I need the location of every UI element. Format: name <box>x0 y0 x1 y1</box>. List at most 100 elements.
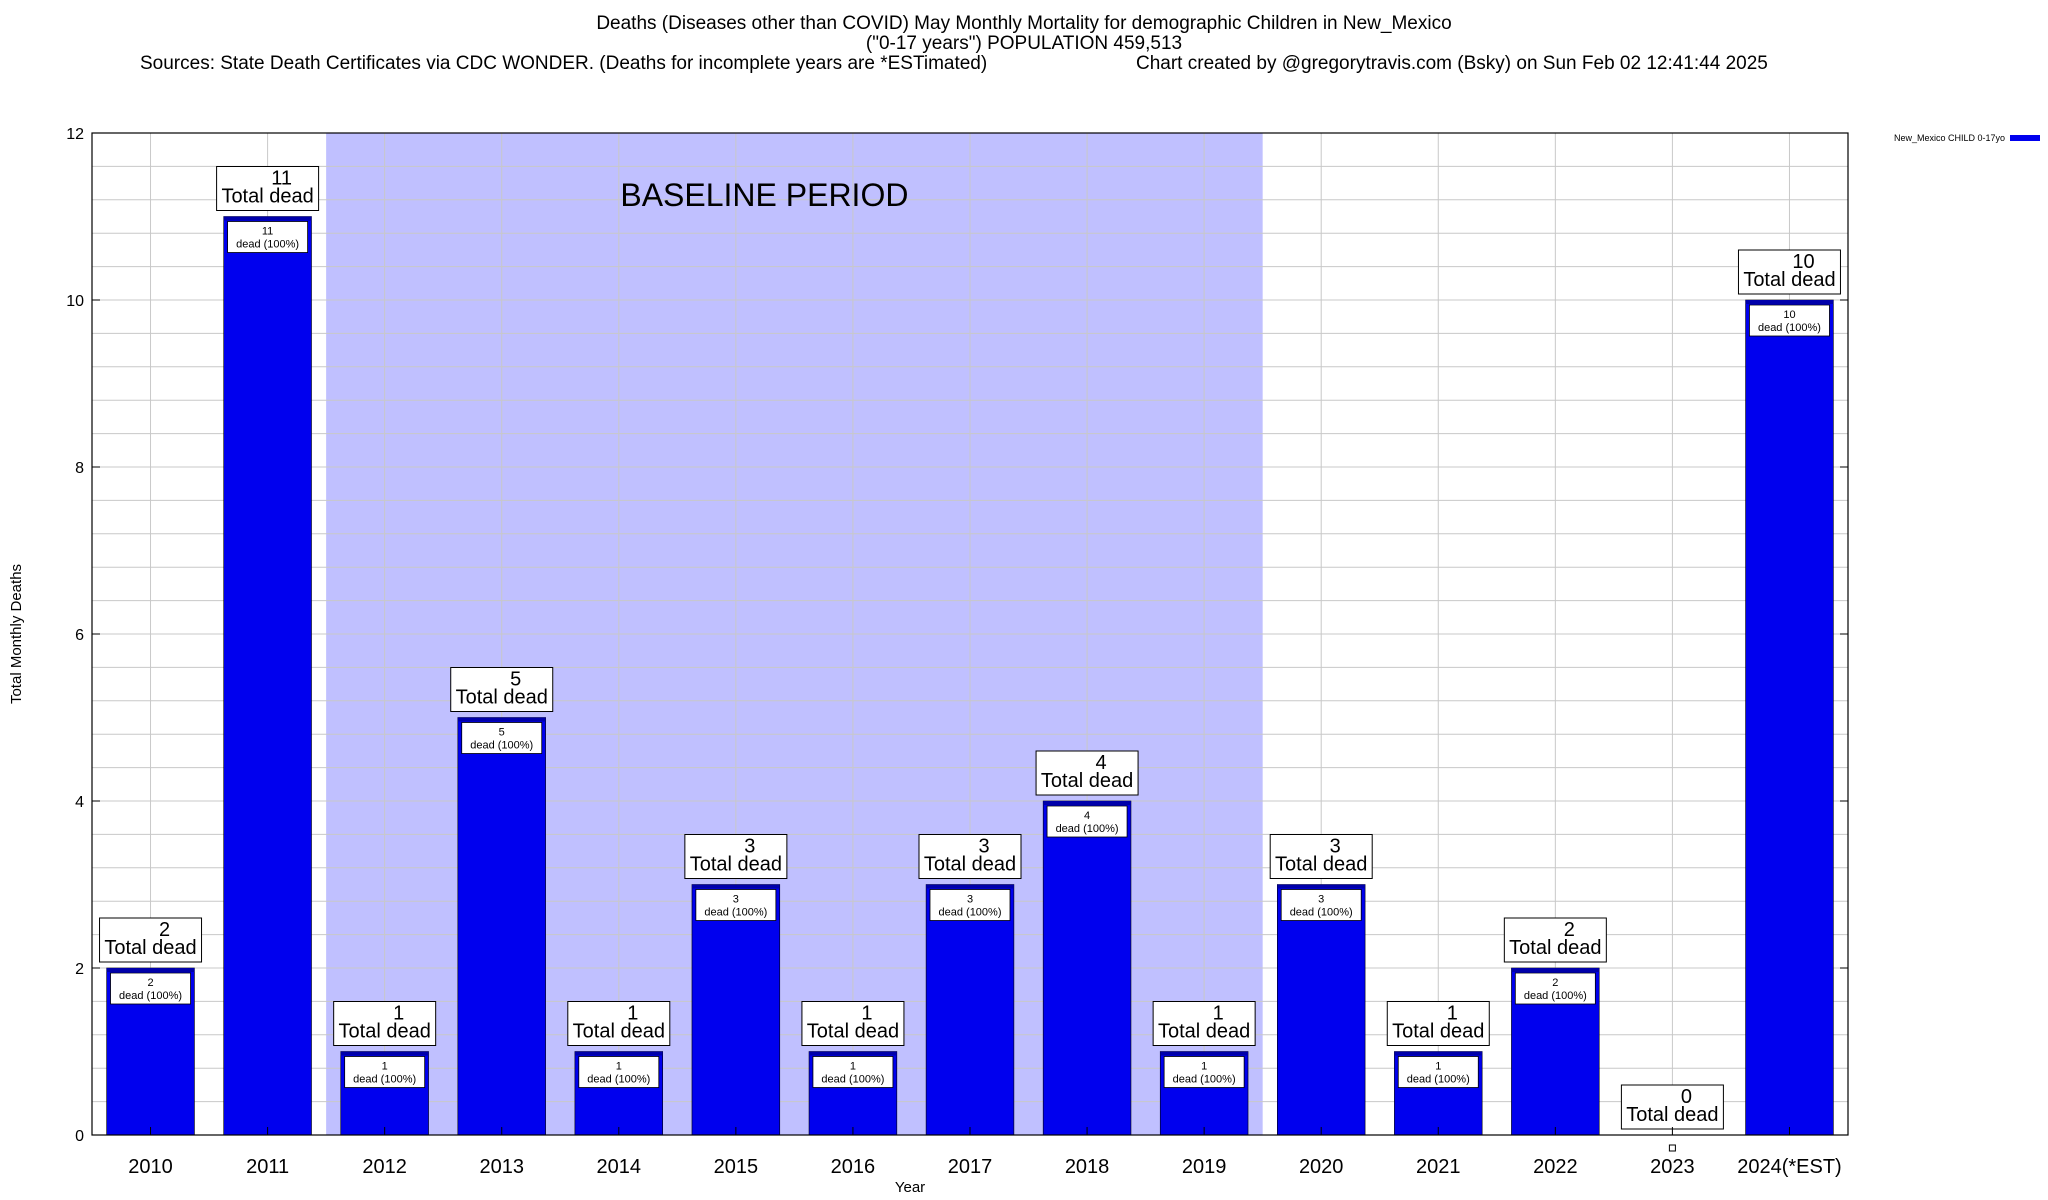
bar-cap <box>1043 801 1131 805</box>
bar-inner-value: 11 <box>262 226 273 238</box>
x-tick-label: 2020 <box>1299 1156 1344 1178</box>
bar-inner-label-box <box>1397 1056 1479 1088</box>
x-tick-label: 2011 <box>246 1156 289 1178</box>
bar-total-label-box <box>1035 750 1139 796</box>
bar-cap <box>1394 1051 1483 1056</box>
bar-inner-value: 5 <box>499 727 505 739</box>
bar-total-label-box <box>1737 249 1841 295</box>
x-tick-label: 2024(*EST) <box>1737 1156 1842 1178</box>
bar-total-value: 10 <box>1792 251 1814 273</box>
bar-total-label: Total dead <box>807 1021 899 1043</box>
bar-inner-value: 1 <box>1435 1061 1441 1073</box>
bar-inner-label: dead (100%) <box>353 1074 416 1086</box>
y-tick-label: 12 <box>66 126 84 143</box>
legend: New_Mexico CHILD 0-17yo <box>1894 133 2040 143</box>
x-tick-label: 2014 <box>597 1156 642 1178</box>
bar-inner-label: dead (100%) <box>236 239 299 251</box>
bar-inner-label: dead (100%) <box>119 990 182 1002</box>
bar-inner-value: 2 <box>147 977 153 989</box>
bar-inner-value: 1 <box>850 1061 856 1073</box>
y-tick-label: 0 <box>75 1128 84 1145</box>
bar-total-label: Total dead <box>221 186 313 208</box>
bar-cap <box>574 1051 663 1056</box>
bar-cap <box>1160 1051 1249 1056</box>
bar-total-value: 2 <box>1564 919 1575 941</box>
bar-inner-value: 1 <box>382 1061 388 1073</box>
bar-inner-label: dead (100%) <box>821 1074 884 1086</box>
bar-total-label: Total dead <box>1158 1021 1250 1043</box>
bar-total-value: 1 <box>627 1003 638 1025</box>
bar-inner-value: 4 <box>1084 810 1090 822</box>
bar-total-value: 3 <box>1330 836 1341 858</box>
bar-inner-label-box <box>1514 972 1596 1005</box>
bar-total-label-box <box>1269 834 1373 879</box>
y-tick-label: 2 <box>75 961 84 978</box>
bar-total-value: 2 <box>159 919 170 941</box>
bar <box>223 216 312 1136</box>
x-tick-label: 2017 <box>948 1156 993 1178</box>
bar-zero-marker <box>1668 1144 1676 1152</box>
bar-total-value: 1 <box>861 1003 872 1025</box>
x-tick-label: 2015 <box>714 1156 759 1178</box>
bar-inner-label: dead (100%) <box>1290 907 1353 919</box>
bar-inner-value: 10 <box>1783 309 1795 321</box>
bar-total-value: 3 <box>978 836 989 858</box>
bar-total-label-box <box>333 1001 437 1046</box>
bar-total-label: Total dead <box>339 1021 431 1043</box>
bar-total-label: Total dead <box>1275 854 1367 876</box>
bar-inner-label: dead (100%) <box>1758 322 1821 334</box>
baseline-period-label: BASELINE PERIOD <box>620 177 908 213</box>
bar-total-label: Total dead <box>456 687 548 709</box>
bar-inner-label-box <box>578 1056 660 1088</box>
bar-inner-value: 3 <box>1318 894 1324 906</box>
bar-inner-label-box <box>1046 805 1128 838</box>
bar-inner-label-box <box>1163 1056 1245 1088</box>
bar-cap <box>106 968 195 972</box>
bar-cap <box>1511 968 1600 972</box>
bar-total-label-box <box>801 1001 905 1046</box>
bar-total-value: 1 <box>1213 1003 1224 1025</box>
bar-inner-label: dead (100%) <box>587 1074 650 1086</box>
x-tick-label: 2021 <box>1416 1156 1461 1178</box>
bar-inner-label: dead (100%) <box>1407 1074 1470 1086</box>
bar-cap <box>926 884 1014 889</box>
bar-total-value: 1 <box>1447 1003 1458 1025</box>
bar-total-label: Total dead <box>104 937 196 959</box>
bar-total-label-box <box>1152 1001 1256 1046</box>
bar-cap <box>340 1051 429 1056</box>
chart-credit: Chart created by @gregorytravis.com (Bsk… <box>1136 53 1768 74</box>
bar-inner-label-box <box>929 889 1011 921</box>
bar-inner-label: dead (100%) <box>704 907 767 919</box>
bar-cap <box>1745 300 1834 304</box>
bar-total-label-box <box>567 1001 671 1046</box>
legend-swatch <box>2010 135 2040 141</box>
bar <box>691 884 781 1136</box>
bar-total-label: Total dead <box>690 854 782 876</box>
chart-subtitle: ("0-17 years") POPULATION 459,513 <box>865 33 1183 54</box>
bar-total-label-box <box>99 917 203 963</box>
bar-inner-label: dead (100%) <box>1524 990 1587 1002</box>
bar-inner-label-box <box>812 1056 894 1088</box>
bar-total-label-box <box>918 834 1022 879</box>
bar <box>457 717 546 1136</box>
bar-total-value: 5 <box>510 669 521 691</box>
bar-total-label: Total dead <box>1743 269 1835 291</box>
bar-inner-value: 3 <box>967 894 973 906</box>
bar-inner-label: dead (100%) <box>1056 823 1119 835</box>
bar-total-label-box <box>1386 1001 1490 1046</box>
bar-total-label: Total dead <box>1509 937 1601 959</box>
bar-total-label: Total dead <box>573 1021 665 1043</box>
bar-inner-label-box <box>461 722 543 754</box>
bar-inner-label-box <box>695 889 777 921</box>
x-tick-label: 2018 <box>1065 1156 1110 1178</box>
